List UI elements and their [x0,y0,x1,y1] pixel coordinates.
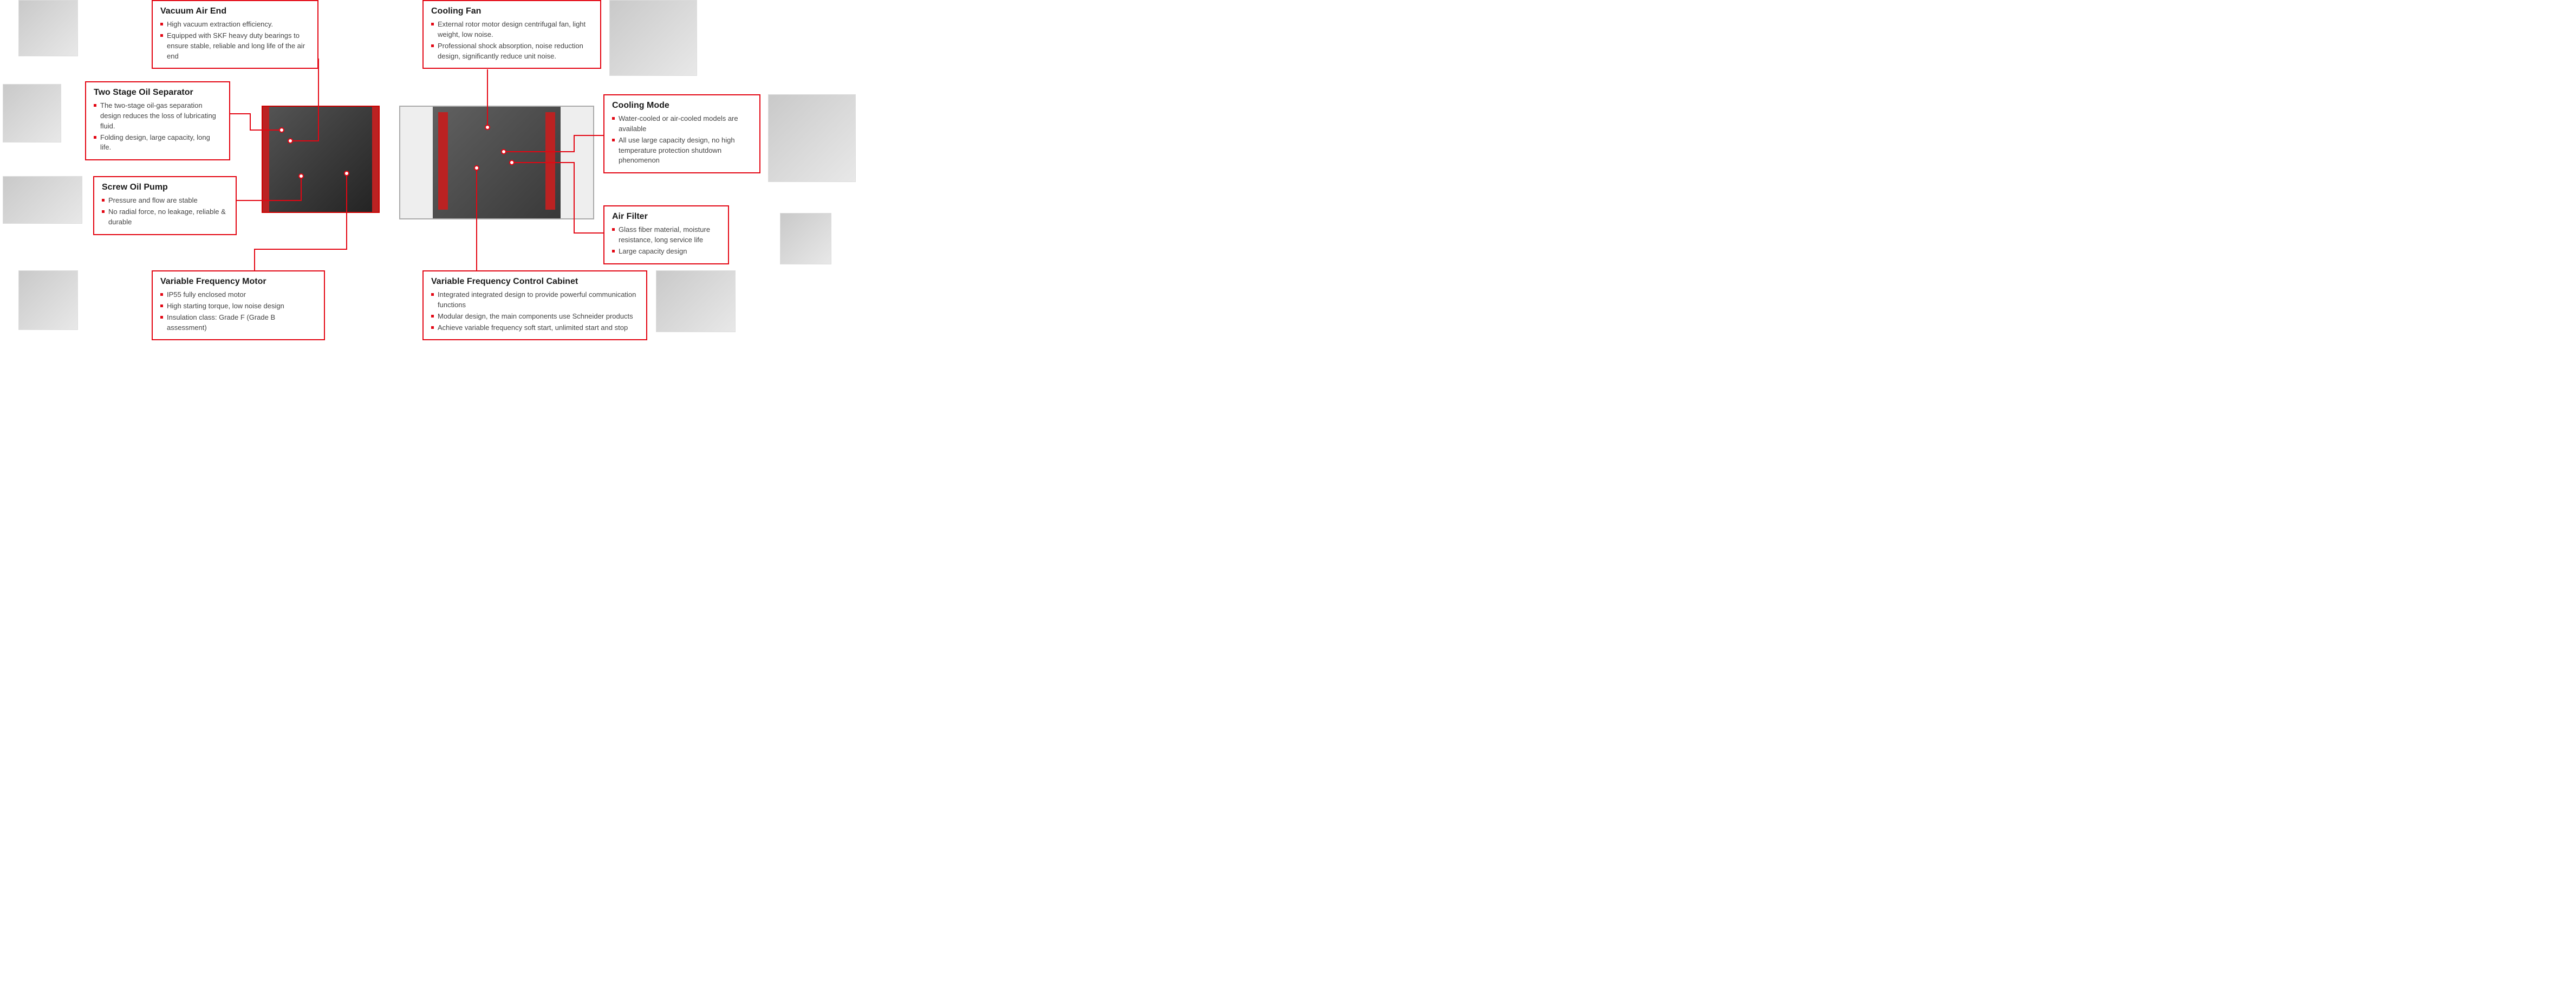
callout-variable-frequency-control-cabinet: Variable Frequency Control Cabinet Integ… [422,270,647,340]
callout-title: Screw Oil Pump [102,183,228,192]
callout-bullets: Water-cooled or air-cooled models are av… [612,114,752,166]
callout-air-filter: Air Filter Glass fiber material, moistur… [603,205,729,264]
callout-cooling-mode: Cooling Mode Water-cooled or air-cooled … [603,94,760,173]
thumb-vf-motor [18,270,78,330]
callout-bullets: Glass fiber material, moisture resistanc… [612,225,720,257]
callout-bullets: High vacuum extraction efficiency. Equip… [160,20,310,61]
callout-title: Two Stage Oil Separator [94,88,222,98]
callout-title: Air Filter [612,212,720,222]
thumb-vf-cabinet [656,270,736,332]
product-view-left [262,106,380,213]
callout-vacuum-air-end: Vacuum Air End High vacuum extraction ef… [152,0,318,69]
callout-bullets: External rotor motor design centrifugal … [431,20,593,61]
callout-variable-frequency-motor: Variable Frequency Motor IP55 fully encl… [152,270,325,340]
thumb-cooling-mode [768,94,856,182]
callout-title: Variable Frequency Motor [160,277,316,287]
callout-bullets: The two-stage oil-gas separation design … [94,101,222,153]
callout-title: Cooling Mode [612,101,752,111]
thumb-cooling-fan [609,0,697,76]
callout-title: Vacuum Air End [160,7,310,16]
callout-title: Variable Frequency Control Cabinet [431,277,639,287]
callout-title: Cooling Fan [431,7,593,16]
callout-screw-oil-pump: Screw Oil Pump Pressure and flow are sta… [93,176,237,235]
product-view-right [399,106,594,219]
thumb-oil-separator [3,84,61,142]
callout-bullets: Integrated integrated design to provide … [431,290,639,333]
thumb-air-filter [780,213,831,264]
thumb-screw-oil-pump [3,176,82,224]
callout-two-stage-oil-separator: Two Stage Oil Separator The two-stage oi… [85,81,230,160]
callout-bullets: IP55 fully enclosed motor High starting … [160,290,316,333]
callout-bullets: Pressure and flow are stable No radial f… [102,196,228,228]
thumb-vacuum-air-end [18,0,78,56]
callout-cooling-fan: Cooling Fan External rotor motor design … [422,0,601,69]
